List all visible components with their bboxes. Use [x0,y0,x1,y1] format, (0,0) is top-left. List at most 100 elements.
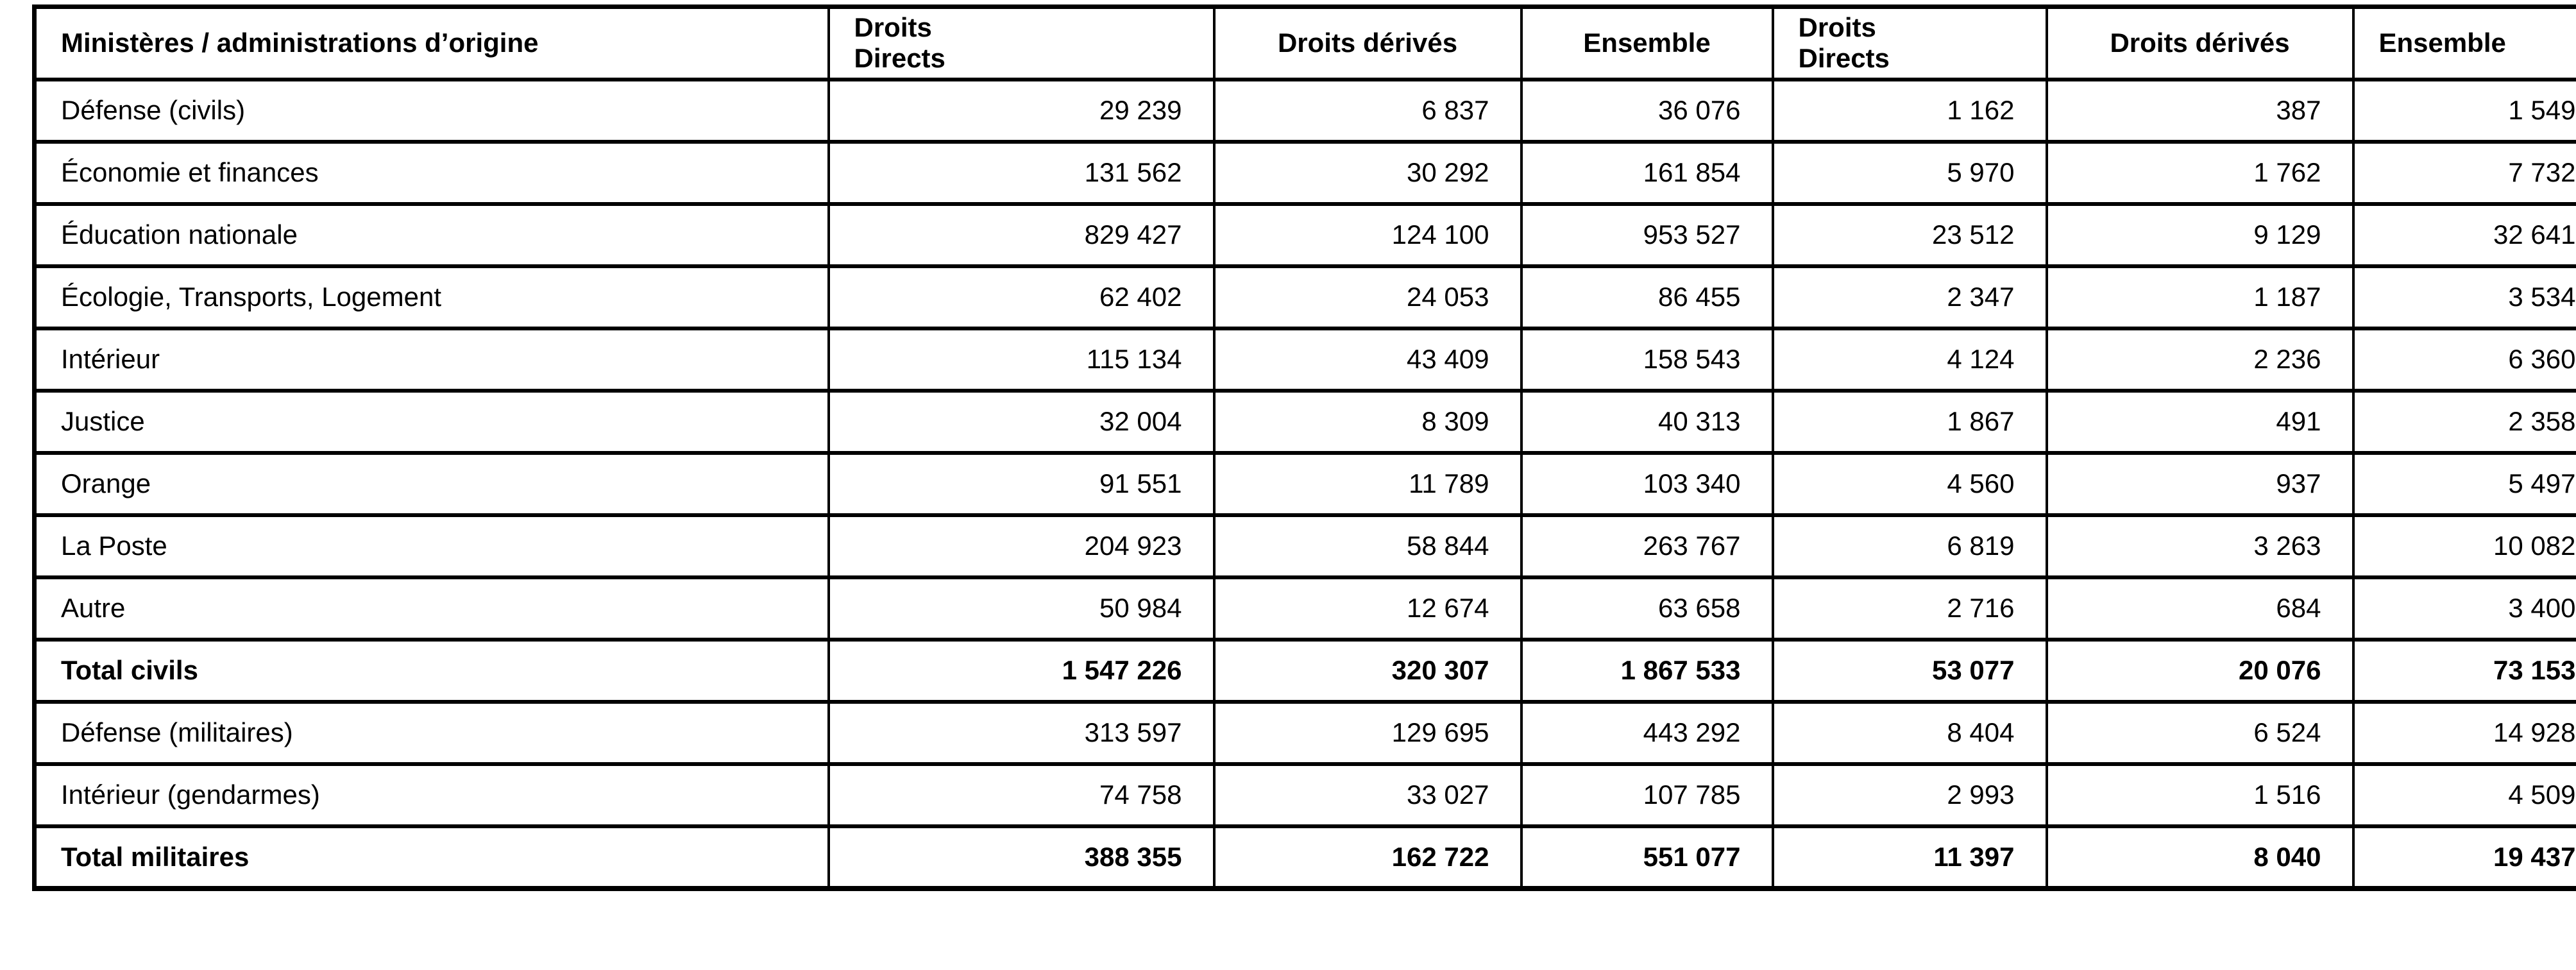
value-cell: 129 695 [1212,699,1523,766]
value-cell: 7 732 [2351,139,2576,206]
header-row: Ministères / administrations d’origine D… [32,4,2576,81]
table-row: Orange 91 551 11 789 103 340 4 560 937 5 497 [32,450,2576,517]
value-cell: 124 100 [1212,201,1523,268]
value-cell: 1 549 [2351,77,2576,144]
value-cell: 107 785 [1520,762,1774,828]
value-cell: 6 360 [2351,326,2576,393]
value-cell: 62 402 [827,264,1216,330]
table-row: Intérieur 115 134 43 409 158 543 4 124 2 236 6… [32,326,2576,393]
row-label: Autre [32,575,830,642]
ministries-pension-table: Ministères / administrations d’origine D… [32,4,2576,891]
table-row: Éducation nationale 829 427 124 100 953 527… [32,201,2576,268]
value-cell: 388 355 [827,824,1216,891]
value-cell: 1 762 [2045,139,2355,206]
value-cell: 6 819 [1771,513,2048,579]
value-cell: 4 124 [1771,326,2048,393]
row-label: Défense (militaires) [32,699,830,766]
table-row: Total militaires 388 355 162 722 551 077 11 … [32,824,2576,891]
row-label: Orange [32,450,830,517]
table-row: Intérieur (gendarmes) 74 758 33 027 107 785… [32,762,2576,828]
value-cell: 5 970 [1771,139,2048,206]
row-label: Économie et finances [32,139,830,206]
value-cell: 2 347 [1771,264,2048,330]
value-cell: 86 455 [1520,264,1774,330]
value-cell: 313 597 [827,699,1216,766]
value-cell: 2 716 [1771,575,2048,642]
value-cell: 1 547 226 [827,637,1216,704]
value-cell: 6 837 [1212,77,1523,144]
value-cell: 491 [2045,388,2355,455]
value-cell: 263 767 [1520,513,1774,579]
row-label: Écologie, Transports, Logement [32,264,830,330]
table-row: Écologie, Transports, Logement 62 402 24 0… [32,264,2576,330]
value-cell: 829 427 [827,201,1216,268]
value-cell: 2 358 [2351,388,2576,455]
value-cell: 162 722 [1212,824,1523,891]
value-cell: 3 263 [2045,513,2355,579]
row-label: Total civils [32,637,830,704]
value-cell: 23 512 [1771,201,2048,268]
row-label: Intérieur (gendarmes) [32,762,830,828]
value-cell: 6 524 [2045,699,2355,766]
value-cell: 5 497 [2351,450,2576,517]
value-cell: 161 854 [1520,139,1774,206]
value-cell: 684 [2045,575,2355,642]
header-ensemble-2: Ensemble [2351,4,2576,81]
value-cell: 1 187 [2045,264,2355,330]
value-cell: 53 077 [1771,637,2048,704]
value-cell: 30 292 [1212,139,1523,206]
value-cell: 2 236 [2045,326,2355,393]
table-row: Total civils 1 547 226 320 307 1 867 533 53 … [32,637,2576,704]
value-cell: 58 844 [1212,513,1523,579]
value-cell: 1 867 533 [1520,637,1774,704]
value-cell: 8 040 [2045,824,2355,891]
header-droits-derives-2: Droits dérivés [2045,4,2355,81]
header-droits-directs-1: Droits Directs [827,4,1216,81]
value-cell: 63 658 [1520,575,1774,642]
table-body: Défense (civils) 29 239 6 837 36 076 1 162 38… [32,77,2576,891]
value-cell: 74 758 [827,762,1216,828]
value-cell: 1 162 [1771,77,2048,144]
table-header: Ministères / administrations d’origine D… [32,4,2576,81]
row-label: La Poste [32,513,830,579]
value-cell: 9 129 [2045,201,2355,268]
header-ensemble-1: Ensemble [1520,4,1774,81]
value-cell: 10 082 [2351,513,2576,579]
table-row: La Poste 204 923 58 844 263 767 6 819 3 263 10… [32,513,2576,579]
value-cell: 115 134 [827,326,1216,393]
value-cell: 3 400 [2351,575,2576,642]
row-label: Éducation nationale [32,201,830,268]
value-cell: 320 307 [1212,637,1523,704]
table-row: Défense (civils) 29 239 6 837 36 076 1 162 38… [32,77,2576,144]
header-ministries: Ministères / administrations d’origine [32,4,830,81]
value-cell: 4 509 [2351,762,2576,828]
value-cell: 937 [2045,450,2355,517]
value-cell: 24 053 [1212,264,1523,330]
header-droits-derives-1: Droits dérivés [1212,4,1523,81]
value-cell: 43 409 [1212,326,1523,393]
value-cell: 32 641 [2351,201,2576,268]
value-cell: 73 153 [2351,637,2576,704]
value-cell: 1 867 [1771,388,2048,455]
value-cell: 20 076 [2045,637,2355,704]
header-droits-directs-2: Droits Directs [1771,4,2048,81]
value-cell: 19 437 [2351,824,2576,891]
value-cell: 551 077 [1520,824,1774,891]
row-label: Intérieur [32,326,830,393]
value-cell: 36 076 [1520,77,1774,144]
table-row: Autre 50 984 12 674 63 658 2 716 684 3 400 [32,575,2576,642]
value-cell: 11 789 [1212,450,1523,517]
table-row: Économie et finances 131 562 30 292 161 854… [32,139,2576,206]
value-cell: 11 397 [1771,824,2048,891]
value-cell: 91 551 [827,450,1216,517]
value-cell: 158 543 [1520,326,1774,393]
row-label: Défense (civils) [32,77,830,144]
value-cell: 1 516 [2045,762,2355,828]
table-row: Justice 32 004 8 309 40 313 1 867 491 2 358 [32,388,2576,455]
value-cell: 2 993 [1771,762,2048,828]
value-cell: 204 923 [827,513,1216,579]
value-cell: 32 004 [827,388,1216,455]
value-cell: 50 984 [827,575,1216,642]
value-cell: 131 562 [827,139,1216,206]
